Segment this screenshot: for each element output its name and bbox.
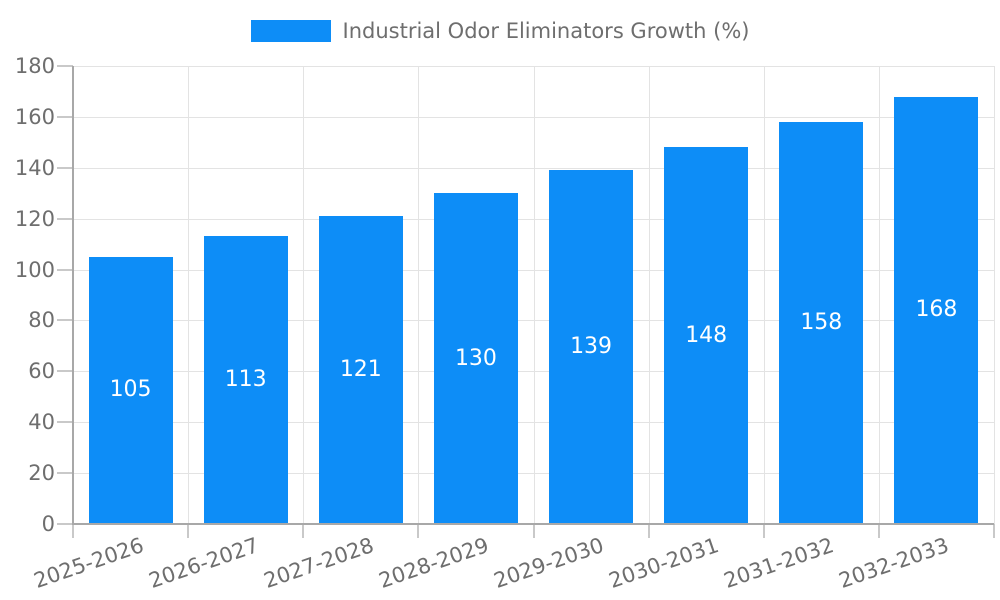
bar-value-label: 130 — [454, 345, 497, 371]
y-tick-label: 40 — [28, 410, 55, 435]
y-tick-mark — [57, 523, 73, 525]
y-tick-label: 0 — [41, 512, 55, 536]
y-tick-label: 140 — [14, 155, 55, 180]
bar-value-label: 158 — [800, 309, 843, 335]
y-tick-mark — [57, 421, 73, 424]
gridline-x — [418, 66, 420, 524]
x-tick-mark — [72, 524, 74, 538]
y-tick-mark — [57, 65, 73, 67]
x-tick-mark — [302, 524, 305, 538]
bar-value-label: 168 — [915, 297, 958, 323]
bar — [318, 216, 403, 524]
x-tick-mark — [993, 524, 995, 538]
plot-area: 105 113 121 130 139 148 158 168 — [73, 66, 995, 524]
y-tick-label: 120 — [14, 206, 55, 231]
y-tick-label: 60 — [28, 359, 55, 384]
x-tick-mark — [532, 524, 535, 538]
x-tick-mark — [877, 524, 880, 538]
y-axis-line — [72, 66, 74, 525]
bar — [433, 193, 518, 524]
legend[interactable]: Industrial Odor Eliminators Growth (%) — [0, 16, 1000, 46]
y-tick-label: 180 — [14, 54, 55, 78]
gridline-x — [763, 66, 765, 524]
y-tick-label: 160 — [14, 104, 55, 129]
legend-swatch — [250, 20, 331, 42]
bar — [549, 170, 634, 524]
bar-value-label: 121 — [339, 357, 382, 383]
gridline-x — [303, 66, 305, 524]
y-tick-mark — [57, 166, 73, 169]
bar-value-label: 139 — [570, 334, 613, 360]
bar — [664, 147, 749, 524]
bar — [88, 256, 173, 524]
y-tick-label: 20 — [28, 461, 55, 486]
y-tick-mark — [57, 370, 73, 373]
bar-value-label: 148 — [685, 322, 728, 348]
bar-value-label: 113 — [224, 367, 267, 393]
gridline-x — [994, 66, 995, 524]
x-tick-mark — [187, 524, 190, 538]
y-tick-mark — [57, 268, 73, 271]
y-tick-label: 100 — [14, 257, 55, 282]
y-tick-label: 80 — [28, 308, 55, 333]
x-axis-line — [72, 523, 994, 525]
bar — [894, 96, 979, 524]
y-tick-mark — [57, 115, 73, 118]
legend-label: Industrial Odor Eliminators Growth (%) — [342, 19, 750, 43]
x-tick-mark — [417, 524, 420, 538]
gridline-x — [648, 66, 650, 524]
gridline-x — [533, 66, 535, 524]
gridline-x — [878, 66, 880, 524]
gridline-x — [188, 66, 190, 524]
y-tick-mark — [57, 217, 73, 220]
bar — [779, 121, 864, 524]
x-tick-mark — [762, 524, 765, 538]
bar — [203, 236, 288, 524]
x-tick-mark — [647, 524, 650, 538]
bar-value-label: 105 — [109, 377, 152, 403]
y-tick-mark — [57, 319, 73, 322]
y-tick-mark — [57, 472, 73, 475]
